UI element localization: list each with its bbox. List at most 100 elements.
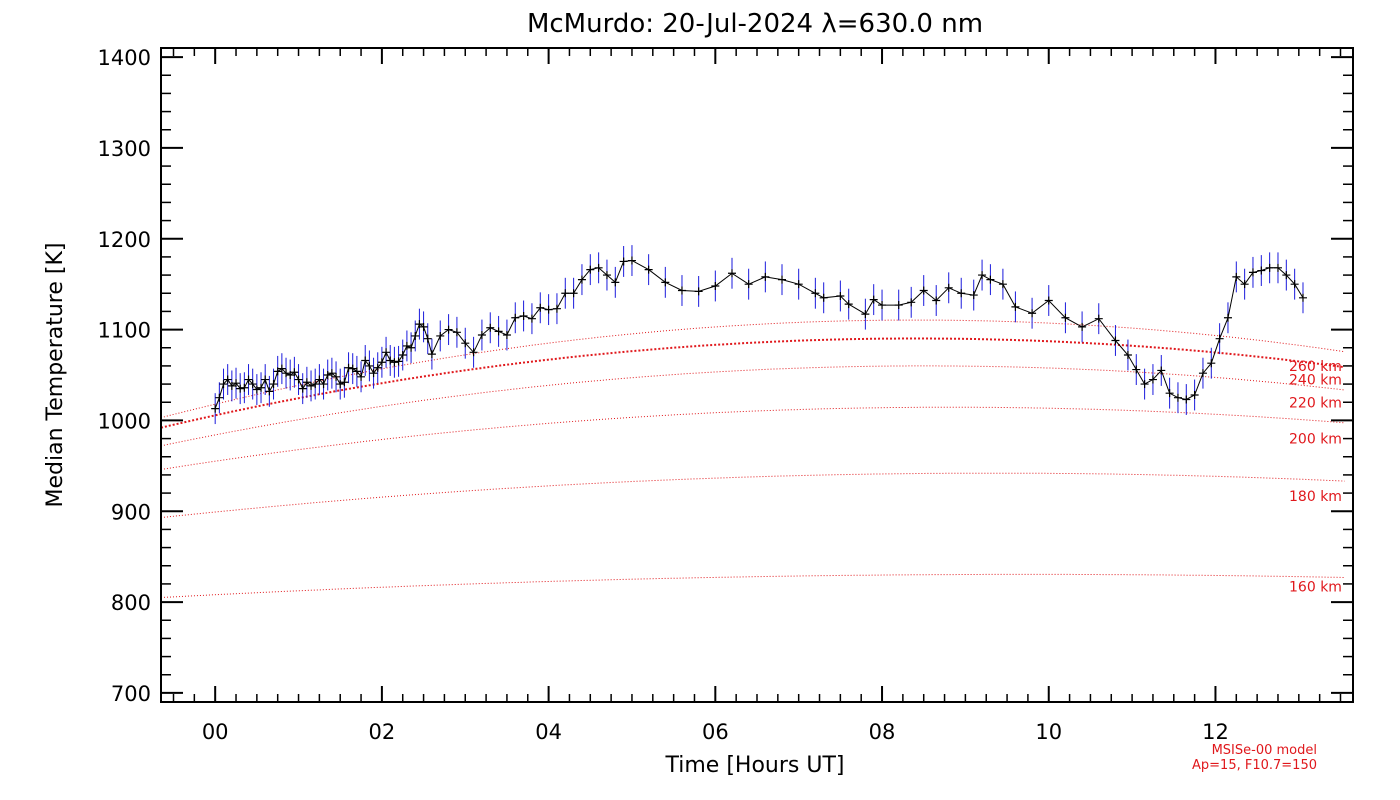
data-point [227,381,236,390]
data-point [327,369,336,378]
data-point [661,278,670,287]
data-point [1094,314,1103,323]
data-point [861,310,870,319]
data-point [1273,263,1282,272]
y-tick-label: 1200 [98,228,151,252]
y-tick-label: 1100 [98,319,151,343]
data-point [586,265,595,274]
data-point [382,348,391,357]
data-point [232,379,241,388]
data-point [836,291,845,300]
data-point [602,271,611,280]
model-note-line1: MSISe-00 model [1212,743,1317,758]
model-label-180-km: 180 km [1289,489,1342,505]
data-point [627,256,636,265]
data-point [265,387,274,396]
data-point [402,341,411,350]
data-point [332,372,341,381]
data-point [1198,369,1207,378]
model-label-240-km: 240 km [1289,373,1342,389]
model-curve-160-km [160,573,1345,598]
data-point [1257,266,1266,275]
data-point [561,289,570,298]
data-point [419,322,428,331]
model-curve-220-km [160,365,1345,447]
data-point [1123,351,1132,360]
data-point [1132,365,1141,374]
data-point [361,356,370,365]
model-curve-200-km [160,406,1345,470]
data-point [286,371,295,379]
data-point [282,369,291,378]
data-point [486,323,495,332]
data-point [944,283,953,292]
data-point [302,378,311,387]
data-point [394,357,403,366]
data-point [844,300,853,309]
data-point [452,328,461,337]
data-point [1190,390,1199,399]
y-tick-label: 800 [111,591,151,615]
model-curve-180-km [160,472,1345,519]
model-curve-240-km [160,337,1345,429]
data-point [494,327,503,336]
data-point [878,301,887,310]
data-point [311,380,320,389]
data-point [1173,393,1182,402]
x-tick-label: 10 [1035,720,1062,744]
data-point [307,381,316,390]
data-point [219,380,228,389]
axis-ticks: 00 02 04 06 08 10 12 700 800 900 1000 1100 1200 1300 1… [98,46,1353,744]
data-point [377,358,386,367]
data-point [919,286,928,295]
data-series [211,245,1307,425]
data-point [336,380,345,389]
data-point [502,331,511,340]
data-point [315,375,324,384]
data-point [1148,375,1157,384]
data-point [323,371,332,379]
data-point [744,280,753,289]
data-point [594,263,603,272]
data-point [223,375,232,384]
data-point [986,275,995,284]
data-point [469,348,478,357]
y-tick-label: 1400 [98,46,151,70]
data-point [932,296,941,305]
data-point [357,372,366,381]
data-point [1165,389,1174,398]
data-point [415,320,424,329]
data-point [369,369,378,378]
data-point [1044,296,1053,305]
data-point [277,364,286,373]
data-point [240,383,249,392]
data-point [1028,309,1037,318]
data-point [619,257,628,266]
data-point [761,272,770,281]
data-point [436,331,445,340]
data-point [244,375,253,384]
data-point [819,293,828,302]
data-point [1078,322,1087,331]
data-point [407,343,416,352]
data-point [1140,380,1149,389]
data-point [1207,359,1216,368]
data-point [519,311,528,320]
model-label-200-km: 200 km [1289,432,1342,448]
data-point [1111,336,1120,345]
data-point [1248,268,1257,277]
data-point [273,367,282,376]
data-point [511,313,520,322]
data-point [290,368,299,377]
data-point [778,275,787,284]
data-point [257,383,266,392]
data-point [298,384,307,393]
data-point [461,339,470,348]
data-point [236,384,245,393]
y-tick-label: 1300 [98,137,151,161]
data-point [398,351,407,360]
data-point [344,363,353,372]
data-point [1290,280,1299,289]
data-point [536,303,545,312]
